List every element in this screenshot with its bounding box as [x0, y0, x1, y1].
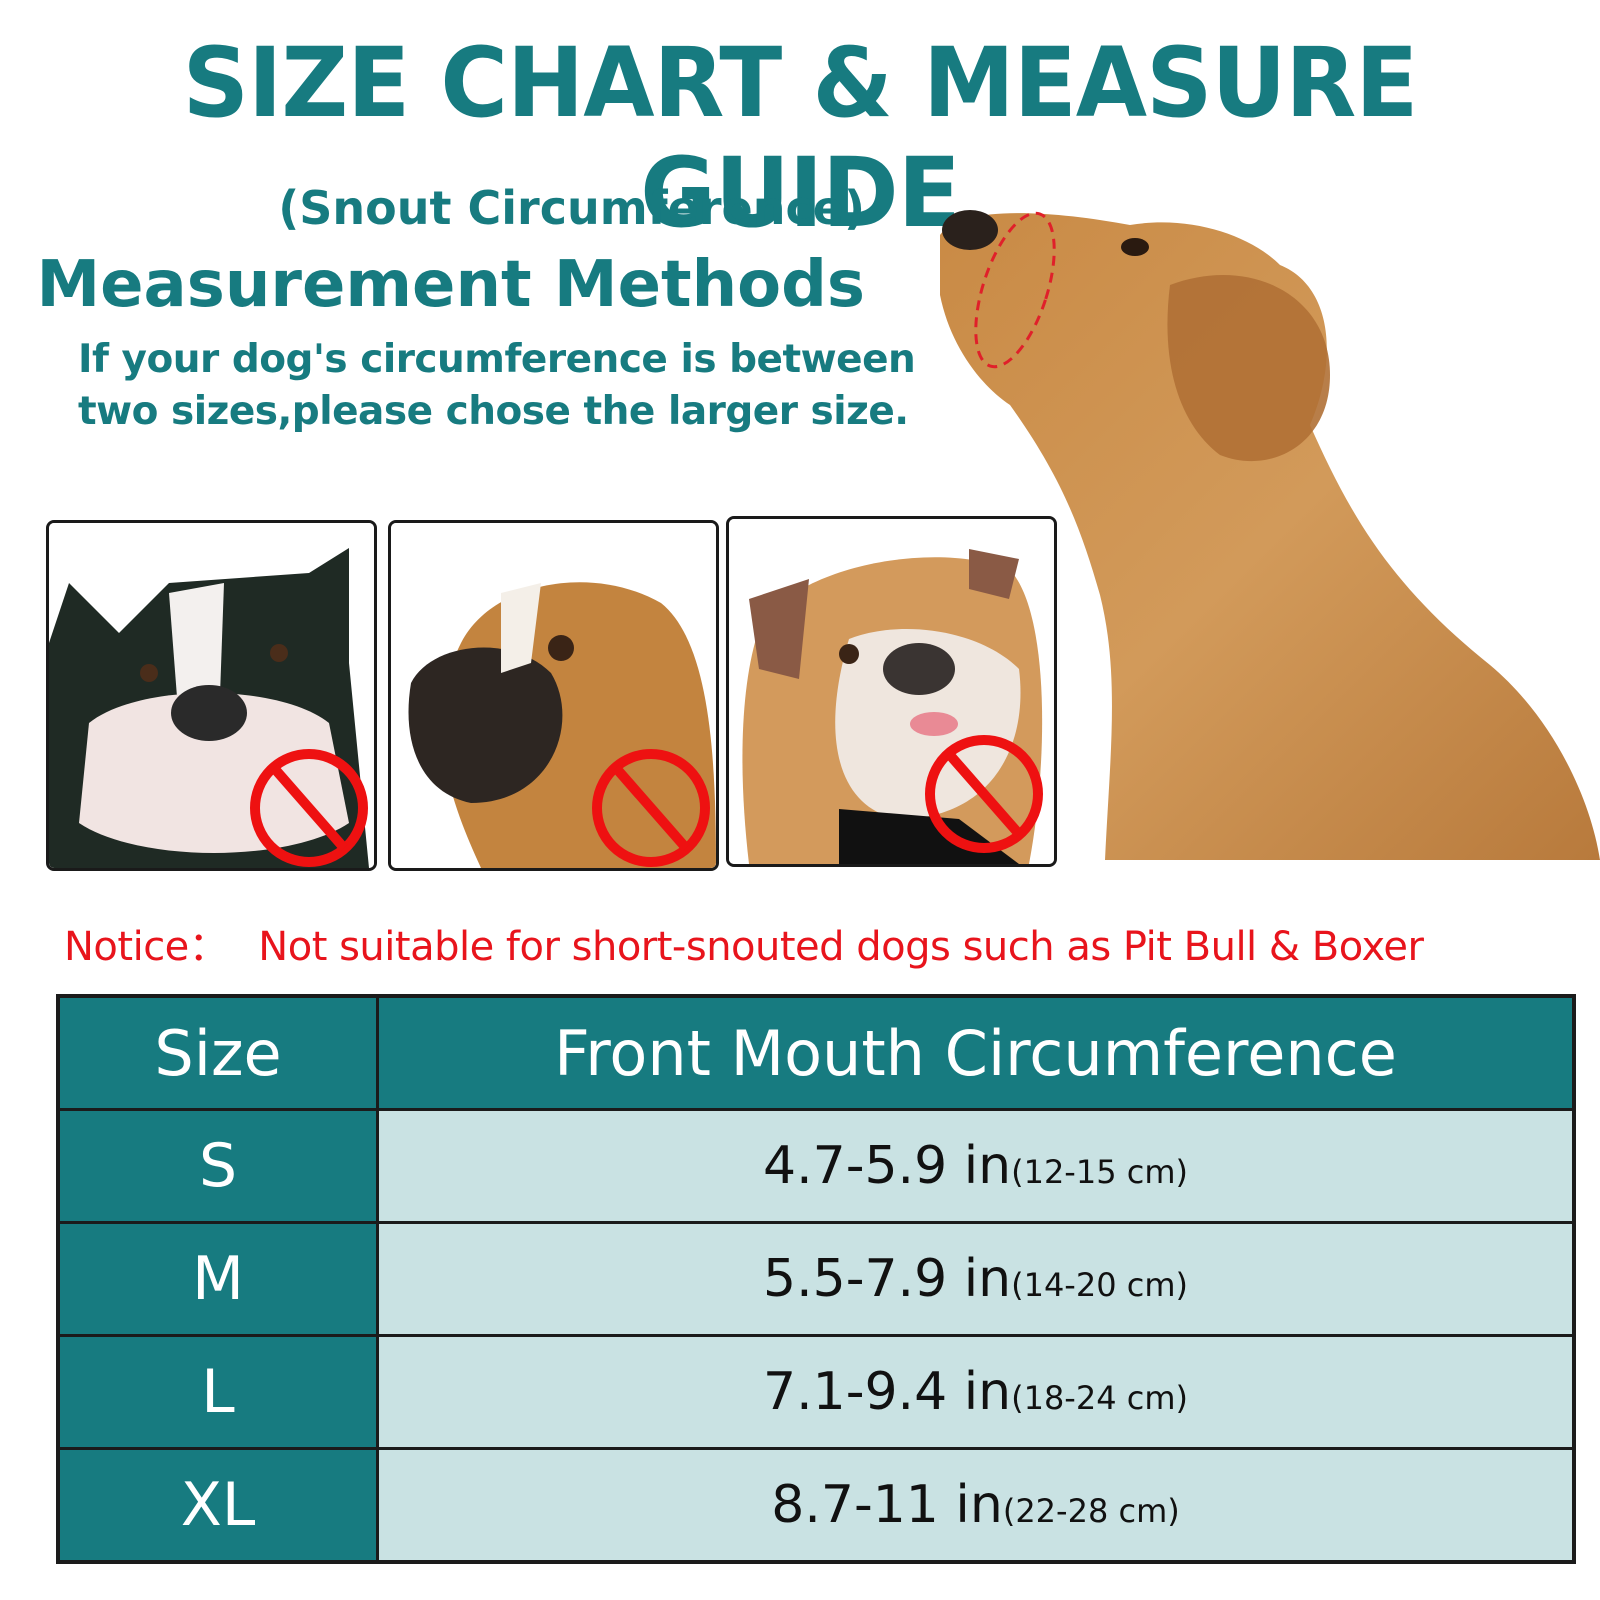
inches-value: 7.1-9.4 in [763, 1362, 1012, 1422]
measurement-cell: 4.7-5.9 in(12-15 cm) [376, 1108, 1576, 1224]
boxer-photo [388, 520, 719, 871]
size-cell: M [56, 1221, 379, 1337]
pit-bull-photo [46, 520, 377, 871]
method-description: If your dog's circumference is between t… [78, 337, 916, 434]
table-row: XL 8.7-11 in(22-28 cm) [56, 1447, 1576, 1564]
size-chart-table: Size Front Mouth Circumference S 4.7-5.9… [56, 994, 1576, 1564]
measurement-cell: 8.7-11 in(22-28 cm) [376, 1447, 1576, 1564]
cm-value: (18-24 cm) [1011, 1379, 1188, 1417]
method-subtitle: (Snout Circumference) [278, 181, 865, 235]
cm-value: (22-28 cm) [1002, 1492, 1180, 1530]
prohibited-icon [592, 749, 710, 867]
size-cell: XL [56, 1447, 379, 1564]
notice-label: Notice： [64, 924, 229, 970]
cm-value: (14-20 cm) [1011, 1266, 1188, 1304]
inches-value: 8.7-11 in [771, 1475, 1003, 1535]
table-header-row: Size Front Mouth Circumference [56, 994, 1576, 1111]
notice: Notice： Not suitable for short-snouted do… [64, 922, 1424, 972]
bulldog-photo [726, 516, 1057, 867]
inches-value: 5.5-7.9 in [763, 1249, 1012, 1309]
prohibited-icon [925, 735, 1043, 853]
table-row: L 7.1-9.4 in(18-24 cm) [56, 1334, 1576, 1450]
size-cell: S [56, 1108, 379, 1224]
notice-text: Not suitable for short-snouted dogs such… [258, 924, 1424, 970]
size-cell: L [56, 1334, 379, 1450]
measurement-cell: 7.1-9.4 in(18-24 cm) [376, 1334, 1576, 1450]
measuring-dog-image [930, 195, 1600, 860]
cm-value: (12-15 cm) [1011, 1153, 1188, 1191]
inches-value: 4.7-5.9 in [763, 1136, 1012, 1196]
page-title: SIZE CHART & MEASURE GUIDE [182, 27, 1419, 249]
header-size: Size [56, 994, 379, 1111]
measurement-cell: 5.5-7.9 in(14-20 cm) [376, 1221, 1576, 1337]
table-row: S 4.7-5.9 in(12-15 cm) [56, 1108, 1576, 1224]
table-row: M 5.5-7.9 in(14-20 cm) [56, 1221, 1576, 1337]
prohibited-icon [250, 749, 368, 867]
method-heading: Measurement Methods [36, 248, 865, 322]
header-front-mouth-circumference: Front Mouth Circumference [376, 994, 1576, 1111]
